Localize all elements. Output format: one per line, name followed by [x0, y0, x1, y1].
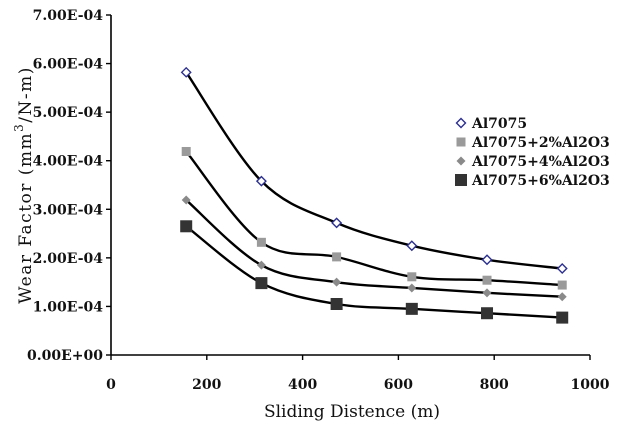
data-points: [180, 66, 569, 324]
data-point: [255, 277, 268, 290]
y-tick-label: 3.00E-04: [33, 202, 104, 218]
y-tick-label: 5.00E-04: [33, 105, 104, 121]
data-point: [406, 240, 418, 252]
data-point: [181, 146, 191, 156]
legend-marker: [456, 137, 466, 147]
legend-marker: [455, 174, 467, 186]
legend-label: Al7075+4%Al2O3: [471, 154, 610, 170]
data-point: [405, 302, 418, 315]
data-point: [332, 252, 342, 262]
y-tick-label: 0.00E+00: [27, 348, 103, 364]
x-tick-label: 1000: [571, 377, 610, 393]
data-point: [330, 298, 343, 310]
y-axis-label: Wear Factor (mm3/N-m): [12, 66, 36, 304]
data-point: [332, 277, 342, 287]
data-point: [556, 311, 569, 324]
data-point: [407, 272, 417, 282]
legend-label: Al7075: [471, 116, 527, 132]
y-tick-label: 7.00E-04: [33, 8, 104, 24]
legend-marker: [456, 156, 466, 166]
x-tick-label: 400: [288, 377, 317, 393]
trend-lines: [185, 71, 563, 319]
data-point: [482, 288, 492, 298]
y-axis-label-main: Wear Factor (mm: [16, 132, 36, 304]
x-axis-label: Sliding Distence (m): [264, 402, 440, 422]
data-point: [557, 292, 567, 302]
data-point: [557, 280, 567, 290]
x-tick-label: 0: [106, 377, 116, 393]
trend-line: [185, 225, 563, 319]
data-point: [256, 237, 266, 247]
data-point: [181, 195, 191, 205]
trend-line: [185, 71, 563, 270]
data-point: [331, 217, 343, 229]
data-point: [180, 220, 193, 233]
axes: [110, 15, 590, 356]
data-point: [556, 263, 568, 275]
data-point: [481, 307, 494, 320]
y-axis-label-unit: /N-m): [16, 66, 36, 123]
y-tick-label: 1.00E-04: [33, 299, 104, 315]
y-tick-label: 2.00E-04: [33, 251, 104, 267]
x-tick-label: 800: [480, 377, 509, 393]
legend-marker: [455, 117, 467, 129]
data-point: [481, 254, 493, 266]
trend-line: [185, 199, 563, 298]
data-point: [256, 260, 266, 270]
data-point: [180, 66, 192, 78]
y-axis-label-superscript: 3: [12, 123, 26, 132]
x-tick-label: 200: [192, 377, 221, 393]
y-tick-label: 6.00E-04: [33, 57, 104, 73]
legend: Al7075 Al7075+2%Al2O3 Al7075+4%Al2O3 Al7075…: [455, 116, 610, 189]
x-tick-label: 600: [384, 377, 413, 393]
legend-label: Al7075+2%Al2O3: [471, 135, 610, 151]
trend-line: [185, 150, 563, 287]
data-point: [407, 283, 417, 293]
tick-labels: 0.00E+00 1.00E-04 2.00E-04 3.00E-04 4.00E-04…: [27, 8, 610, 393]
legend-label: Al7075+6%Al2O3: [471, 173, 610, 189]
data-point: [255, 175, 267, 187]
data-point: [482, 275, 492, 285]
y-tick-label: 4.00E-04: [33, 154, 104, 170]
